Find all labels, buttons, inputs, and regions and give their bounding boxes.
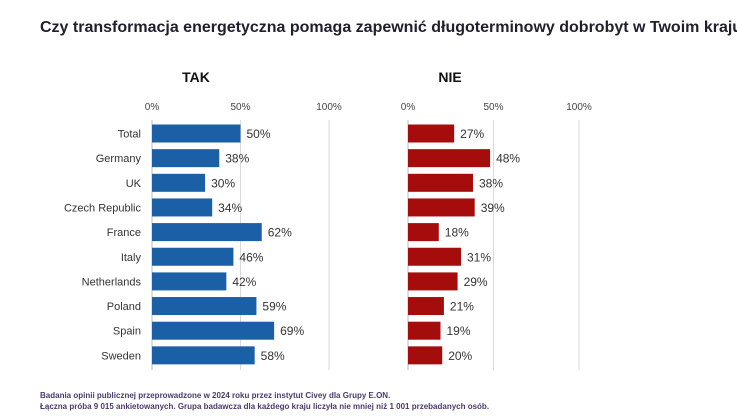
category-label-sweden: Sweden xyxy=(101,350,141,362)
data-label-tak-poland: 59% xyxy=(262,300,286,314)
bar-nie-total xyxy=(408,124,455,143)
bar-nie-uk xyxy=(408,173,473,192)
bar-nie-france xyxy=(408,223,439,242)
tick-label-nie-100: 100% xyxy=(566,102,592,113)
data-label-tak-total: 50% xyxy=(247,127,271,141)
data-label-tak-sweden: 58% xyxy=(261,349,285,363)
data-label-tak-germany: 38% xyxy=(225,152,249,166)
category-label-germany: Germany xyxy=(96,153,142,165)
bar-nie-spain xyxy=(408,321,441,340)
bar-nie-italy xyxy=(408,247,462,266)
data-label-tak-spain: 69% xyxy=(280,324,304,338)
data-label-nie-italy: 31% xyxy=(467,250,491,264)
data-label-nie-spain: 19% xyxy=(446,324,470,338)
data-label-tak-uk: 30% xyxy=(211,176,235,190)
data-label-tak-netherlands: 42% xyxy=(232,275,256,289)
tick-label-tak-0: 0% xyxy=(145,102,160,113)
data-label-tak-italy: 46% xyxy=(239,250,263,264)
bar-tak-uk xyxy=(152,173,206,192)
bar-tak-italy xyxy=(152,247,234,266)
bar-tak-sweden xyxy=(152,346,255,365)
data-label-nie-sweden: 20% xyxy=(448,349,472,363)
bar-tak-total xyxy=(152,124,241,143)
category-label-total: Total xyxy=(118,129,141,141)
bar-nie-poland xyxy=(408,297,444,316)
bar-tak-poland xyxy=(152,297,257,316)
category-label-uk: UK xyxy=(126,178,142,190)
category-label-italy: Italy xyxy=(121,252,142,264)
footer-line-2: Łączna próba 9 015 ankietowanych. Grupa … xyxy=(40,402,490,411)
tick-label-nie-0: 0% xyxy=(401,102,416,113)
data-label-tak-czech-republic: 34% xyxy=(218,201,242,215)
bar-tak-spain xyxy=(152,321,275,340)
panel-header-nie: NIE xyxy=(438,69,461,85)
bar-nie-sweden xyxy=(408,346,443,365)
data-label-nie-germany: 48% xyxy=(496,152,520,166)
data-label-nie-czech-republic: 39% xyxy=(481,201,505,215)
bar-nie-germany xyxy=(408,149,491,168)
data-label-tak-france: 62% xyxy=(268,226,292,240)
bar-nie-czech-republic xyxy=(408,198,475,217)
bar-nie-netherlands xyxy=(408,272,458,291)
tick-label-nie-50: 50% xyxy=(483,102,503,113)
category-label-netherlands: Netherlands xyxy=(82,276,142,288)
footer-line-1: Badania opinii publicznej przeprowadzone… xyxy=(40,391,391,400)
data-label-nie-uk: 38% xyxy=(479,176,503,190)
data-label-nie-total: 27% xyxy=(460,127,484,141)
tick-label-tak-50: 50% xyxy=(230,102,250,113)
data-label-nie-netherlands: 29% xyxy=(464,275,488,289)
category-label-czech-republic: Czech Republic xyxy=(64,202,142,214)
bar-tak-france xyxy=(152,223,262,242)
category-label-spain: Spain xyxy=(113,326,141,338)
category-label-france: France xyxy=(107,227,141,239)
footer-note: Badania opinii publicznej przeprowadzone… xyxy=(40,390,489,412)
panel-header-tak: TAK xyxy=(182,69,210,85)
data-label-nie-poland: 21% xyxy=(450,300,474,314)
bar-tak-czech-republic xyxy=(152,198,213,217)
chart-title: Czy transformacja energetyczna pomaga za… xyxy=(40,19,737,36)
data-label-nie-france: 18% xyxy=(445,226,469,240)
bar-tak-germany xyxy=(152,149,220,168)
bar-tak-netherlands xyxy=(152,272,227,291)
tick-label-tak-100: 100% xyxy=(316,102,342,113)
category-label-poland: Poland xyxy=(107,301,141,313)
chart-area: Total Germany UK Czech Republic France Italy N… xyxy=(64,69,592,370)
